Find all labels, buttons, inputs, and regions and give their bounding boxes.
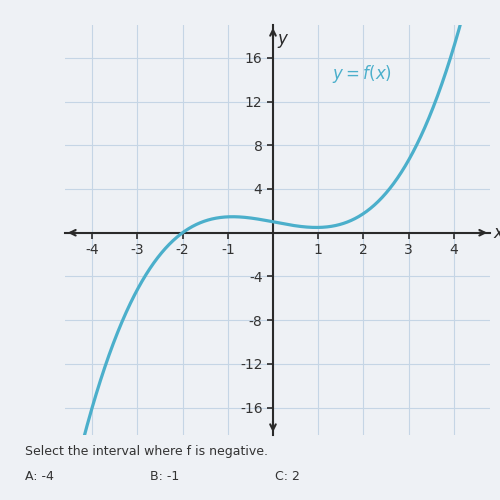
Text: $y = f(x)$: $y = f(x)$: [332, 64, 392, 86]
Text: B: -1: B: -1: [150, 470, 179, 483]
Text: C: 2: C: 2: [275, 470, 300, 483]
Text: Select the interval where f is negative.: Select the interval where f is negative.: [25, 445, 268, 458]
Text: x: x: [494, 224, 500, 242]
Text: y: y: [277, 30, 287, 48]
Text: A: -4: A: -4: [25, 470, 54, 483]
